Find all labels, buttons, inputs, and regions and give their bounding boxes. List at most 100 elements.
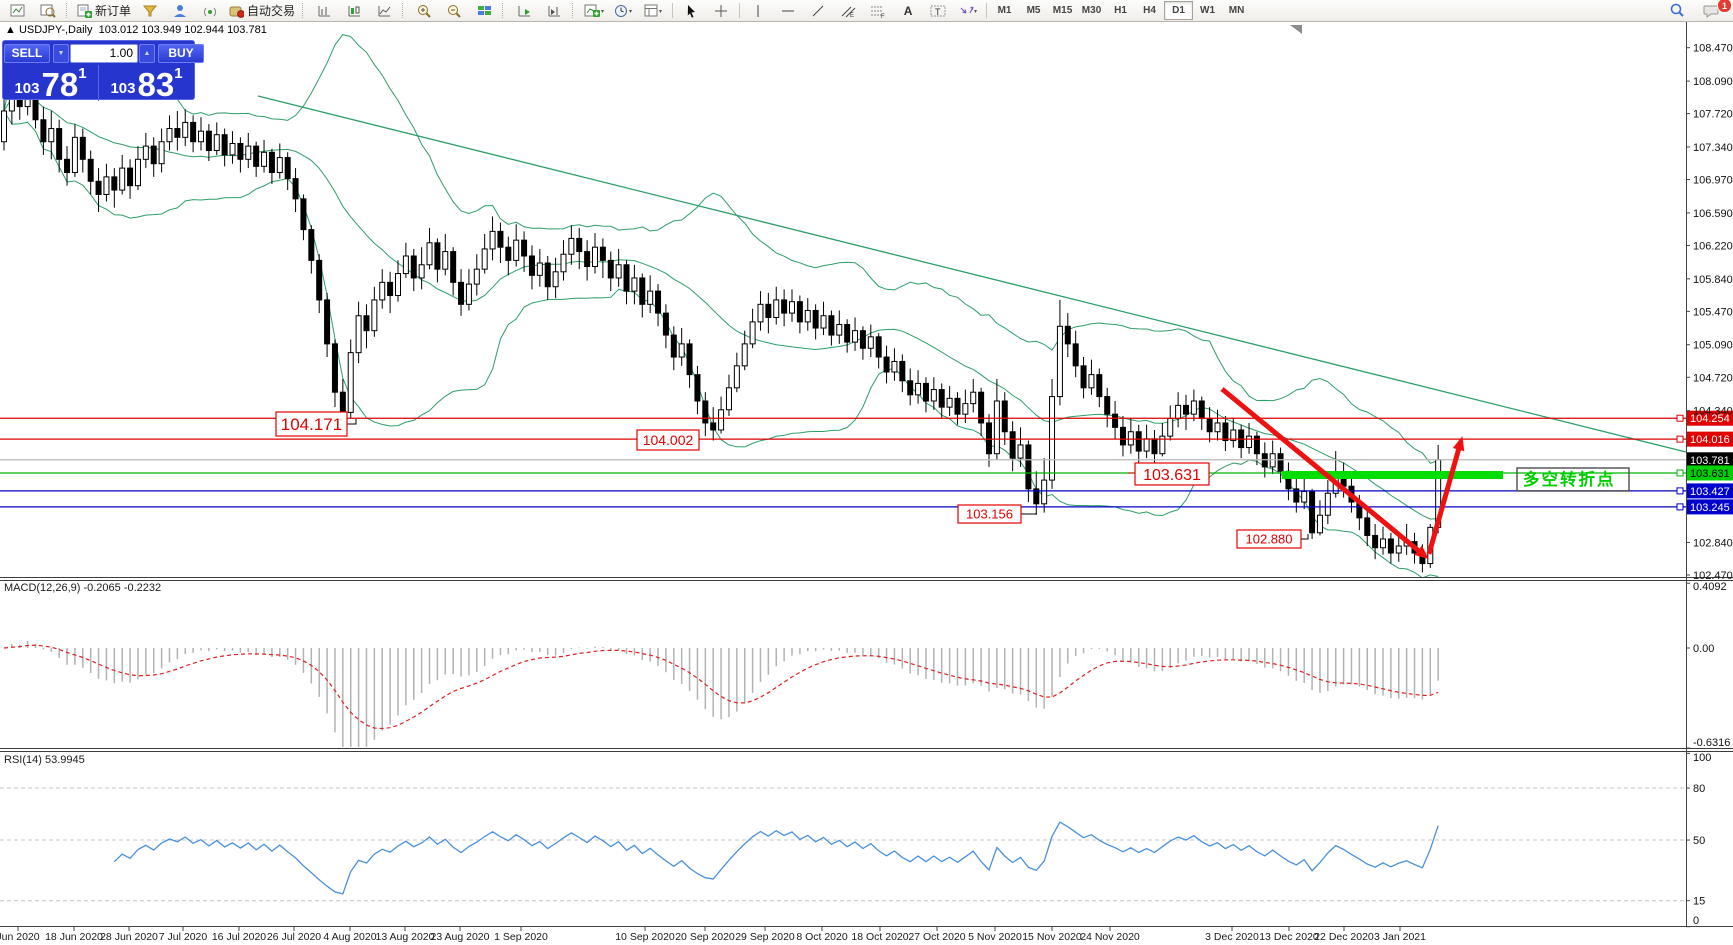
volume-increase-button[interactable]: ▲ [139, 43, 155, 63]
line-endpoint-marker[interactable] [1676, 503, 1684, 511]
red-annotation-arrow[interactable] [1220, 387, 1427, 558]
price-label-box[interactable] [1236, 529, 1302, 549]
arrows-tool-button[interactable] [953, 0, 983, 21]
red-annotation-arrow[interactable] [1426, 440, 1464, 555]
autoscroll-icon[interactable] [509, 0, 539, 21]
price-label-box[interactable] [957, 504, 1022, 524]
time-axis-label: 4 Aug 2020 [323, 931, 376, 943]
price-axis-tick: 102.840 [1693, 537, 1733, 549]
svg-text:103.781: 103.781 [1690, 455, 1730, 467]
volume-decrease-button[interactable]: ▼ [53, 43, 69, 63]
horizontal-line-icon[interactable] [773, 0, 803, 21]
chart-canvas[interactable]: 104.254104.016103.781103.631103.427103.2… [0, 22, 1733, 945]
note-box[interactable] [1516, 467, 1630, 492]
svg-text:103.631: 103.631 [1690, 468, 1730, 480]
time-axis-label: 15 Nov 2020 [1022, 931, 1082, 943]
search-icon[interactable] [1662, 0, 1692, 21]
signal-icon[interactable] [195, 0, 225, 21]
tab-timeframe-mn[interactable]: MN [1228, 5, 1245, 16]
svg-text:103.631: 103.631 [1143, 467, 1201, 484]
descending-trendline[interactable] [257, 95, 1687, 453]
rsi-axis-tick: 80 [1693, 783, 1705, 795]
line-endpoint-marker[interactable] [1676, 414, 1684, 422]
time-axis-label: 10 Sep 2020 [615, 931, 675, 943]
label-connector [1301, 534, 1309, 540]
trendline-icon[interactable] [803, 0, 833, 21]
layout-funnel-icon[interactable] [135, 0, 165, 21]
add-indicator-button[interactable] [579, 0, 609, 21]
chart-profile-icon[interactable] [33, 0, 63, 21]
time-axis-label: 7 Jul 2020 [159, 931, 208, 943]
rsi-axis-tick: 0 [1693, 915, 1699, 927]
new-order-button[interactable]: 新订单 [73, 0, 135, 21]
price-axis-tick: 107.340 [1693, 142, 1733, 154]
line-endpoint-marker[interactable] [1676, 487, 1684, 495]
price-label-box[interactable] [1134, 462, 1210, 486]
turning-point-bar[interactable] [1282, 471, 1503, 479]
svg-text:104.254: 104.254 [1690, 413, 1730, 425]
text-label-icon[interactable]: T [923, 0, 953, 21]
time-axis-label: 27 Oct 2020 [908, 931, 965, 943]
candlestick-chart-icon[interactable] [339, 0, 369, 21]
channel-icon[interactable]: E [833, 0, 863, 21]
price-axis-tick: 104.720 [1693, 372, 1733, 384]
chat-icon[interactable]: 1 [1696, 0, 1732, 21]
price-axis-tick: 105.090 [1693, 340, 1733, 352]
time-axis-label: 3 Jan 2021 [1374, 931, 1426, 943]
line-endpoint-marker[interactable] [1676, 435, 1684, 443]
bar-chart-icon[interactable] [309, 0, 339, 21]
zoom-out-icon[interactable] [439, 0, 469, 21]
buy-button[interactable]: BUY [158, 43, 204, 63]
time-axis-label: 13 Aug 2020 [376, 931, 435, 943]
price-label-box[interactable] [636, 429, 700, 451]
text-icon[interactable]: A [903, 3, 913, 18]
fibonacci-icon[interactable]: F [863, 0, 893, 21]
tab-timeframe-m15[interactable]: M15 [1052, 5, 1073, 16]
cursor-icon[interactable] [676, 0, 706, 21]
macd-axis-tick: 0.4092 [1693, 581, 1727, 593]
chart-shift-marker[interactable] [1290, 25, 1302, 34]
line-endpoint-marker[interactable] [1676, 469, 1684, 477]
autotrade-label: 自动交易 [247, 4, 296, 18]
buy-price[interactable]: 103 83 1 [110, 65, 183, 103]
toolbar-grip [502, 3, 506, 18]
price-label-box[interactable] [275, 411, 348, 437]
autotrade-button[interactable]: 自动交易 [225, 0, 299, 21]
note-text: 多空转折点 [1523, 469, 1616, 489]
sell-price[interactable]: 103 78 1 [14, 65, 87, 103]
rsi-indicator-label: RSI(14) 53.9945 [4, 754, 85, 766]
tile-windows-icon[interactable] [469, 0, 499, 21]
tab-timeframe-m30[interactable]: M30 [1081, 5, 1102, 16]
price-axis-tick: 102.470 [1693, 570, 1733, 582]
macd-axis-tick: 0.00 [1693, 643, 1714, 655]
macd-histogram [11, 640, 1439, 747]
price-axis-tick: 108.470 [1693, 43, 1733, 55]
tab-timeframe-d1[interactable]: D1 [1164, 1, 1194, 20]
arrowhead [1414, 545, 1429, 560]
volume-input[interactable] [70, 43, 138, 63]
sell-button[interactable]: SELL [4, 43, 50, 63]
rsi-axis-tick: 15 [1693, 896, 1705, 908]
vertical-line-icon[interactable] [743, 0, 773, 21]
chat-badge: 1 [1717, 0, 1732, 13]
window-chart-icon[interactable] [3, 0, 33, 21]
template-button[interactable] [639, 0, 669, 21]
crosshair-icon[interactable] [706, 0, 736, 21]
community-icon[interactable] [165, 0, 195, 21]
one-click-trading-panel: SELL ▼ ▲ BUY 103 78 1 103 83 1 [2, 40, 204, 103]
price-tag-104.254 [1687, 410, 1733, 426]
tab-timeframe-h1[interactable]: H1 [1114, 5, 1127, 16]
tab-timeframe-m1[interactable]: M1 [997, 5, 1012, 16]
line-chart-icon[interactable] [369, 0, 399, 21]
rsi-axis-tick: 100 [1693, 752, 1711, 764]
tab-timeframe-w1[interactable]: W1 [1200, 5, 1216, 16]
tab-timeframe-m5[interactable]: M5 [1026, 5, 1041, 16]
toolbar-grip [572, 3, 576, 18]
tab-timeframe-h4[interactable]: H4 [1143, 5, 1156, 16]
period-clock-button[interactable] [609, 0, 639, 21]
time-axis-label: 20 Sep 2020 [675, 931, 735, 943]
chart-shift-icon[interactable] [539, 0, 569, 21]
toolbar-separator [672, 3, 674, 18]
svg-text:103.427: 103.427 [1690, 486, 1730, 498]
zoom-in-icon[interactable] [409, 0, 439, 21]
